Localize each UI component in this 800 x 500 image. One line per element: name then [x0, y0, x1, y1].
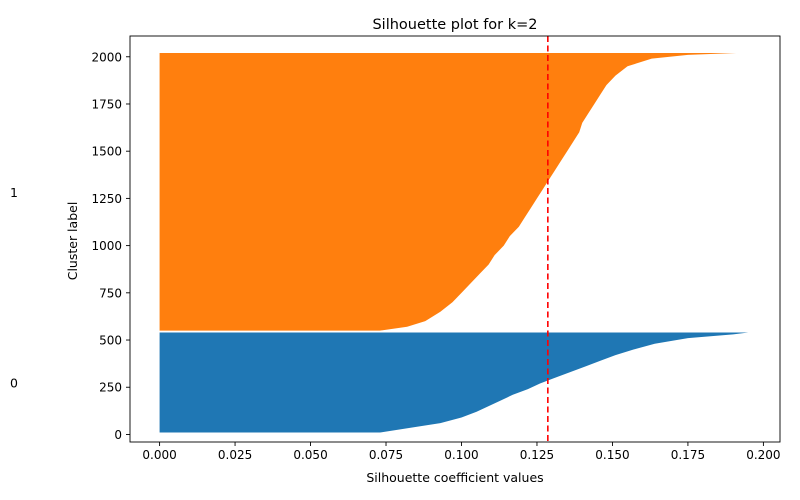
- cluster-1-label: 1: [10, 185, 18, 200]
- y-tick-label: 1000: [91, 239, 122, 253]
- x-tick-label: 0.000: [142, 448, 176, 462]
- y-tick-label: 500: [99, 334, 122, 348]
- cluster-1-silhouette: [159, 52, 737, 331]
- chart-title: Silhouette plot for k=2: [372, 17, 537, 33]
- y-axis-label: Cluster label: [65, 202, 80, 281]
- x-tick-label: 0.025: [218, 448, 252, 462]
- x-tick-label: 0.050: [293, 448, 327, 462]
- x-tick-label: 0.175: [671, 448, 705, 462]
- y-tick-label: 2000: [91, 50, 122, 64]
- plot-frame: [129, 35, 781, 443]
- cluster-0-label: 0: [10, 376, 18, 391]
- plot-area: 0 1 0.000 0.025 0.050 0.075 0.100 0.125 0.150 0.1…: [10, 35, 781, 462]
- y-tick-label: 1250: [91, 192, 122, 206]
- x-axis-label: Silhouette coefficient values: [366, 470, 543, 485]
- x-tick-label: 0.125: [520, 448, 554, 462]
- y-tick-label: 1750: [91, 97, 122, 111]
- y-tick-label: 250: [99, 381, 122, 395]
- cluster-0-silhouette: [159, 332, 749, 433]
- y-tick-label: 750: [99, 286, 122, 300]
- y-tick-label: 0: [114, 428, 122, 442]
- x-tick-label: 0.200: [746, 448, 780, 462]
- x-tick-label: 0.075: [369, 448, 403, 462]
- x-tick-label: 0.100: [444, 448, 478, 462]
- y-tick-label: 1500: [91, 145, 122, 159]
- x-tick-label: 0.150: [595, 448, 629, 462]
